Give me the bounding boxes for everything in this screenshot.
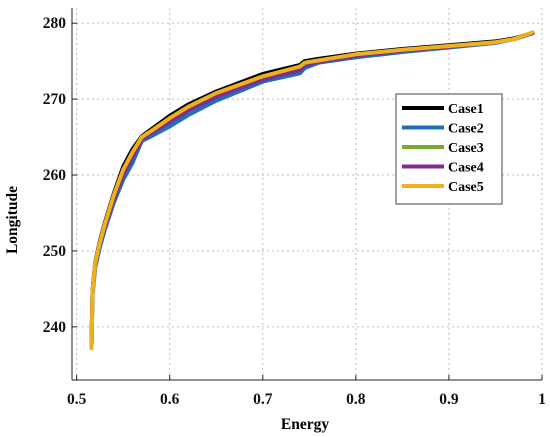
x-tick-label: 1 [538,391,546,408]
y-ticks: 240 250 260 270 280 [43,15,77,336]
legend-label-case1: Case1 [448,102,484,117]
series-layer [89,30,535,351]
x-tick-label: 0.7 [253,391,273,408]
legend-label-case2: Case2 [448,122,484,137]
grid [72,8,543,380]
x-tick-label: 0.5 [67,391,87,408]
y-tick-label: 260 [43,167,67,184]
legend-label-case3: Case3 [448,141,484,156]
y-tick-label: 250 [43,243,67,260]
x-tick-label: 0.6 [160,391,180,408]
y-tick-label: 240 [43,319,67,336]
y-axis-title: Longitude [4,186,21,254]
x-axis-title: Energy [281,416,329,433]
legend-label-case5: Case5 [448,180,484,195]
series-line-case5 [89,30,535,351]
x-tick-label: 0.8 [346,391,366,408]
y-tick-label: 280 [43,15,67,32]
x-tick-label: 0.9 [439,391,459,408]
legend-label-case4: Case4 [448,161,484,176]
y-tick-label: 270 [43,91,67,108]
legend: Case1 Case2 Case3 Case4 Case5 [395,93,503,205]
x-ticks: 0.5 0.6 0.7 0.8 0.9 1 [67,375,546,408]
legend-items: Case1 Case2 Case3 Case4 Case5 [402,102,484,195]
